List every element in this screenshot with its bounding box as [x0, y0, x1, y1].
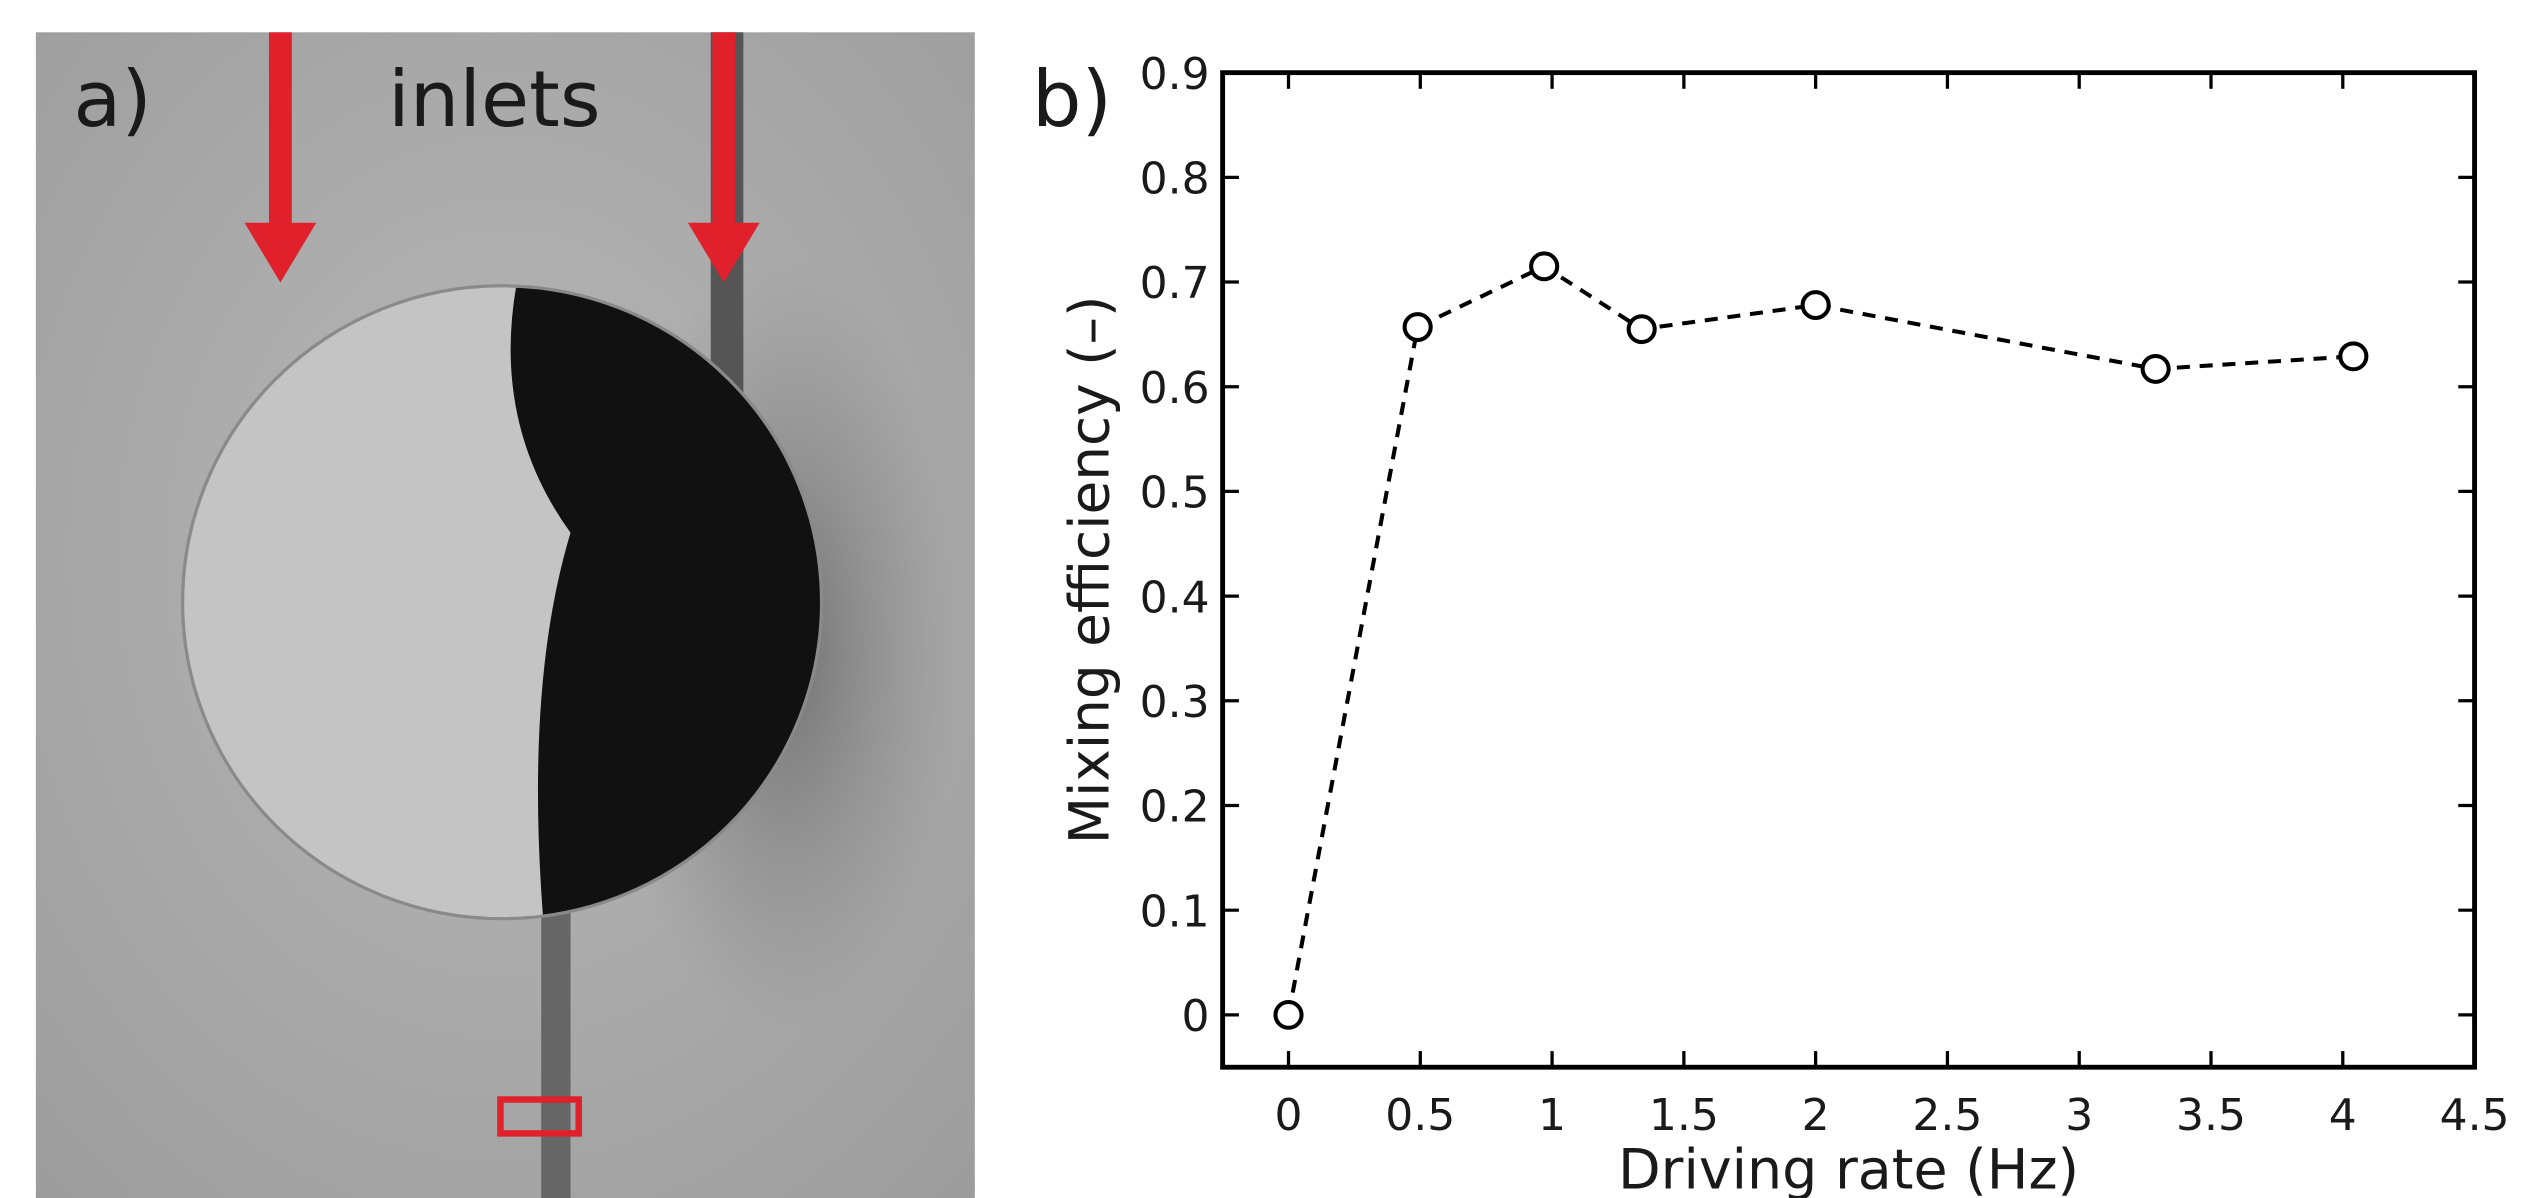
photo-panel: a) inlets [35, 32, 975, 1198]
x-tick-label: 4.5 [2440, 1090, 2510, 1141]
data-point [2140, 353, 2171, 384]
y-tick-label: 0.8 [1140, 154, 1210, 205]
y-tick-label: 0.2 [1140, 782, 1210, 833]
data-point [1800, 290, 1831, 321]
y-tick-label: 0.3 [1140, 677, 1210, 728]
y-tick-label: 0.6 [1140, 363, 1210, 414]
y-tick-label: 0.4 [1140, 572, 1210, 623]
x-tick-label: 3 [2065, 1090, 2093, 1141]
arrow-head [687, 222, 760, 283]
y-tick-label: 0 [1182, 991, 1210, 1042]
x-tick-label: 1 [1538, 1090, 1566, 1141]
y-tick-label: 0.1 [1140, 887, 1210, 938]
data-point [1273, 999, 1304, 1030]
plot-frame [1220, 70, 2478, 1070]
arrow [268, 32, 292, 227]
x-tick-label: 2.5 [1912, 1090, 1982, 1141]
arrow [712, 32, 736, 227]
x-tick-label: 1.5 [1649, 1090, 1719, 1141]
x-tick-label: 3.5 [2176, 1090, 2246, 1141]
data-point [1402, 312, 1433, 342]
region-box [497, 1096, 582, 1137]
droplet-edge [180, 284, 824, 921]
droplet [182, 285, 822, 919]
data-point [2338, 341, 2369, 372]
annotation: inlets [388, 55, 601, 145]
y-tick-label: 0.9 [1140, 49, 1210, 100]
x-tick-label: 0 [1275, 1090, 1303, 1141]
y-tick-label: 0.5 [1140, 468, 1210, 519]
arrow-head [244, 222, 317, 283]
y-axis-label: Mixing efficiency (–) [1058, 296, 1122, 845]
panel-label: b) [1032, 55, 1112, 145]
panel-label: a) [73, 55, 151, 145]
x-tick-label: 0.5 [1385, 1090, 1455, 1141]
data-point [1529, 251, 1560, 282]
data-point [1626, 314, 1657, 345]
x-axis-label: Driving rate (Hz) [1618, 1139, 2079, 1198]
x-tick-label: 2 [1802, 1090, 1830, 1141]
x-tick-label: 4 [2329, 1090, 2357, 1141]
y-tick-label: 0.7 [1140, 258, 1210, 309]
data-line [1286, 264, 2354, 1016]
